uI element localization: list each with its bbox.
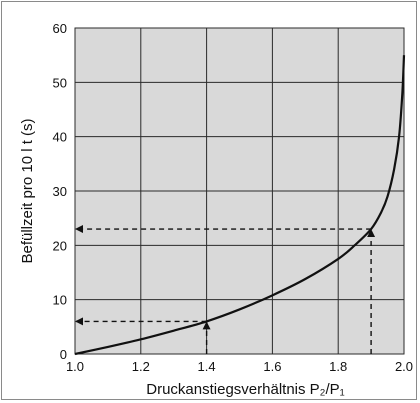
dashed-guides xyxy=(75,225,376,354)
x-tick-label: 1.8 xyxy=(329,359,347,374)
tick-labels: 1.0 1.2 1.4 1.6 1.8 2.0 0 10 20 30 40 50 60 xyxy=(53,21,414,374)
y-tick-label: 50 xyxy=(53,75,67,90)
y-tick-label: 0 xyxy=(60,347,67,362)
x-tick-label: 1.0 xyxy=(66,359,84,374)
x-axis-label: Druckanstiegsverhältnis P₂/P₁ xyxy=(146,381,344,398)
series-line xyxy=(74,55,406,356)
x-tick-label: 1.4 xyxy=(198,359,216,374)
y-tick-label: 30 xyxy=(53,184,67,199)
y-tick-label: 40 xyxy=(53,130,67,145)
x-tick-label: 1.2 xyxy=(132,359,150,374)
y-tick-label: 60 xyxy=(53,21,67,36)
x-tick-label: 1.6 xyxy=(263,359,281,374)
y-tick-label: 10 xyxy=(53,293,67,308)
y-axis-label: Befüllzeit pro 10 l t (s) xyxy=(19,118,36,263)
x-tick-label: 2.0 xyxy=(395,359,413,374)
y-tick-label: 20 xyxy=(53,238,67,253)
